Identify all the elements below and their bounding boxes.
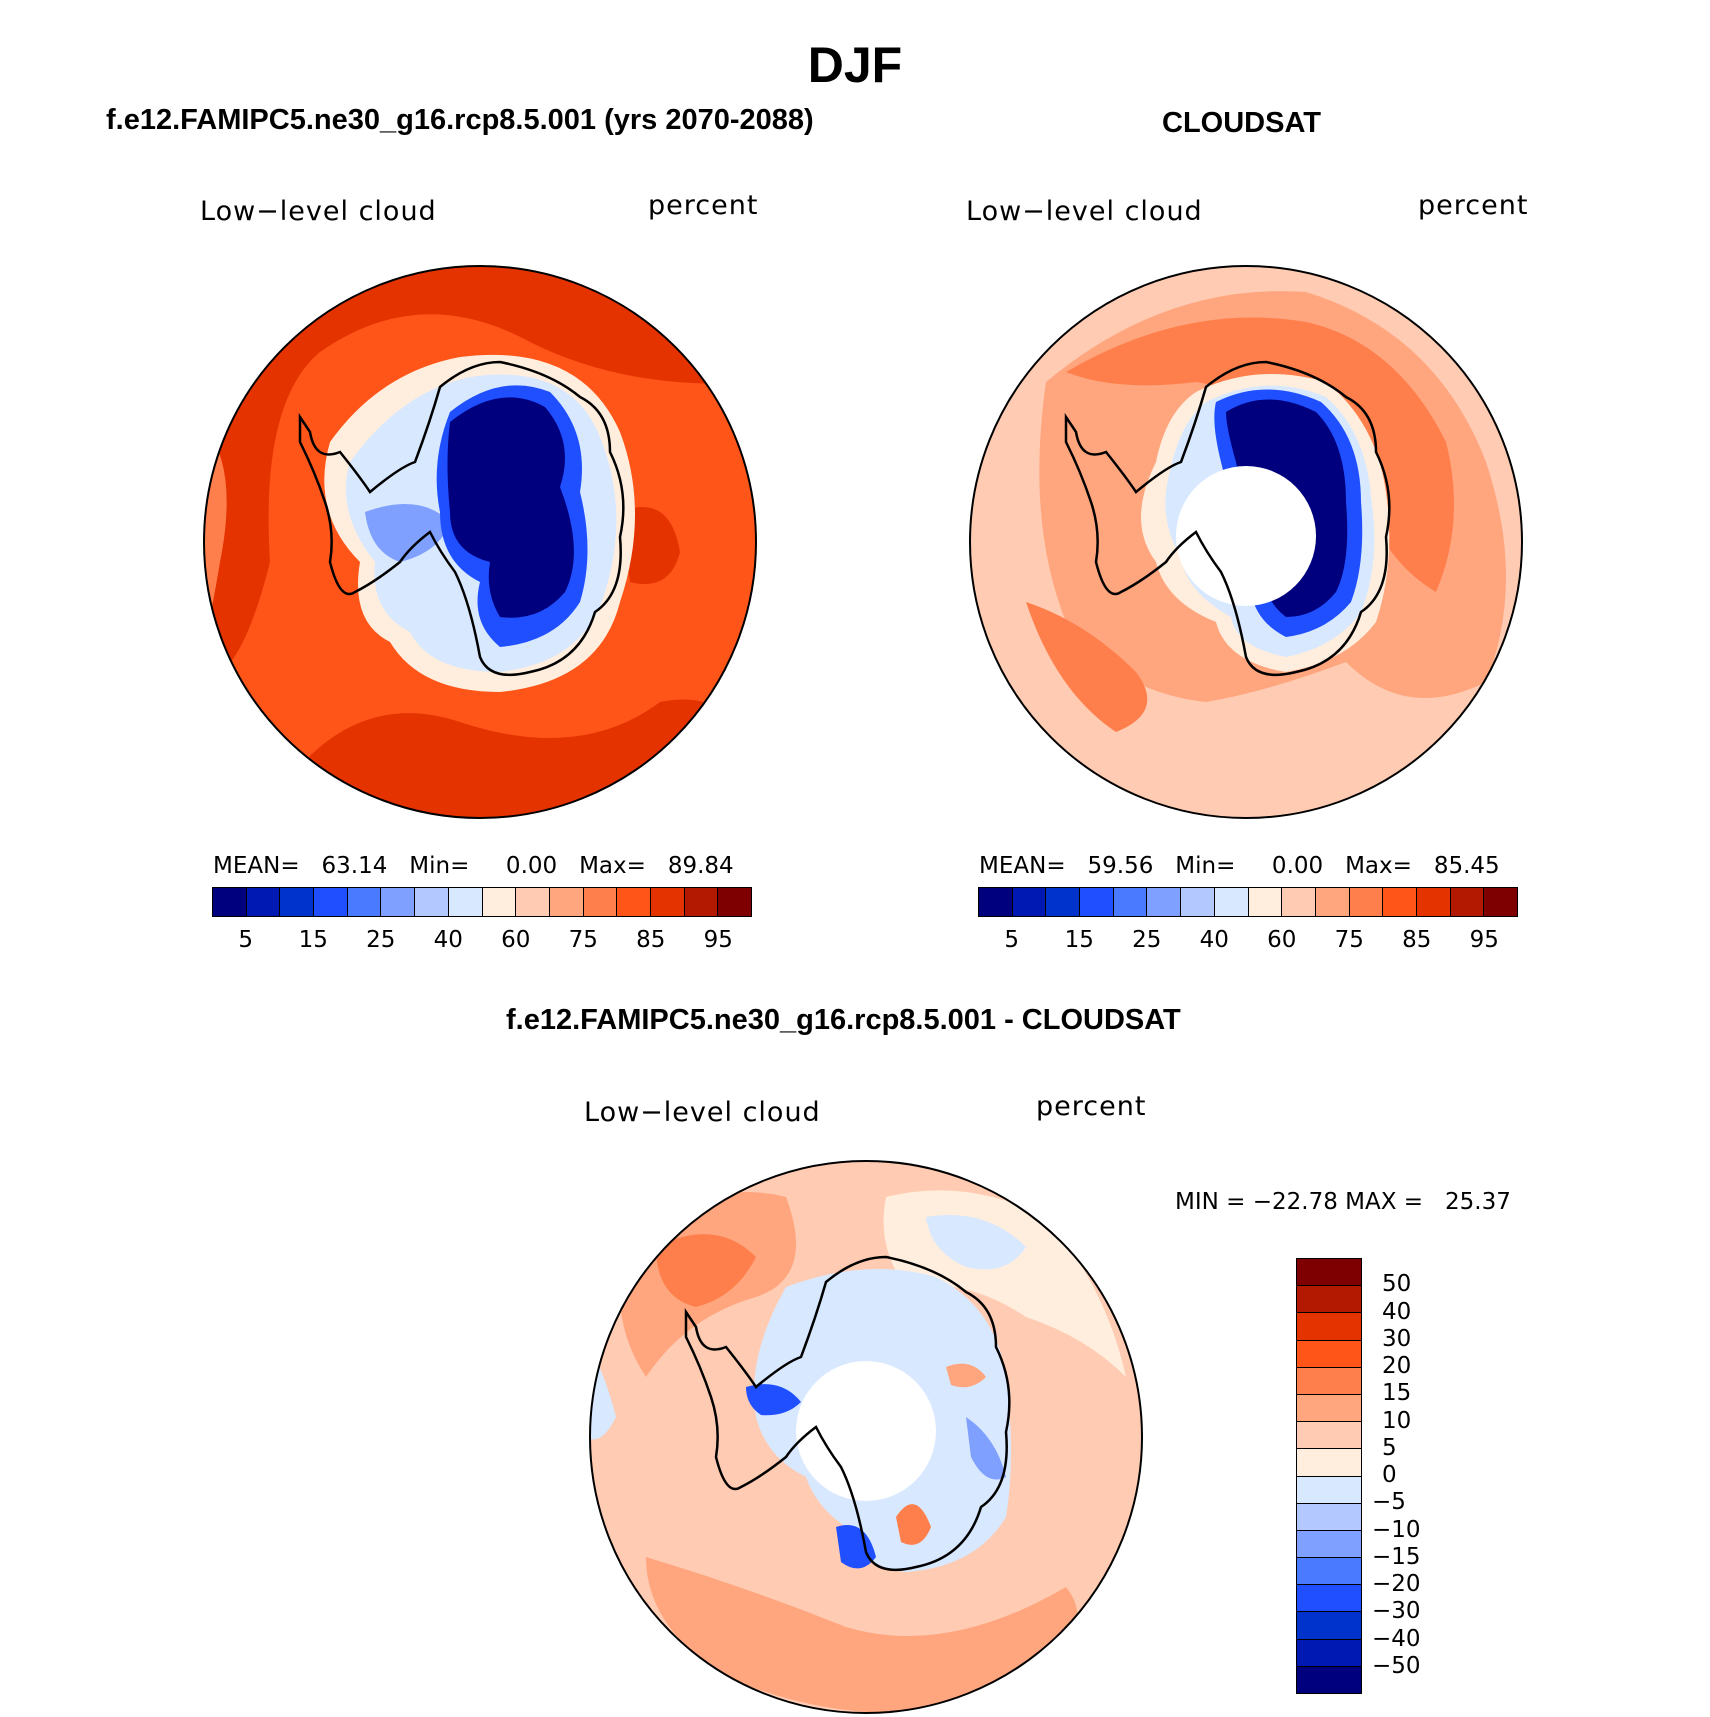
model-colorbar-swatch — [314, 888, 348, 916]
model-colorbar-tick-label: 25 — [366, 927, 396, 953]
model-colorbar-tick-label: 75 — [568, 927, 598, 953]
diff-colorbar — [1296, 1258, 1362, 1694]
model-colorbar-swatch — [347, 888, 382, 916]
model-colorbar-tick-label: 95 — [703, 927, 733, 953]
diff-colorbar-swatch — [1297, 1476, 1361, 1504]
obs-colorbar-swatch — [1282, 888, 1316, 916]
model-units-label: percent — [648, 190, 759, 221]
obs-colorbar-swatch — [979, 888, 1013, 916]
diff-colorbar-tick-label: −10 — [1372, 1516, 1421, 1543]
obs-colorbar-swatch — [1484, 888, 1517, 916]
model-colorbar-tick-label: 85 — [636, 927, 666, 953]
diff-colorbar-swatch — [1297, 1503, 1361, 1531]
diff-colorbar-tick-label: −5 — [1372, 1489, 1406, 1516]
diff-colorbar-tick-label: −20 — [1372, 1571, 1421, 1597]
model-variable-label: Low−level cloud — [200, 196, 437, 227]
diff-colorbar-tick-label: 0 — [1382, 1462, 1397, 1488]
diff-panel-header: f.e12.FAMIPC5.ne30_g16.rcp8.5.001 - CLOU… — [506, 1004, 1181, 1036]
diff-colorbar-swatch — [1297, 1666, 1361, 1693]
diff-colorbar-swatch — [1297, 1558, 1361, 1586]
model-colorbar-tick-label: 60 — [501, 927, 531, 953]
model-panel-header: f.e12.FAMIPC5.ne30_g16.rcp8.5.001 (yrs 2… — [106, 104, 814, 136]
obs-colorbar-tick-label: 25 — [1132, 927, 1162, 953]
diff-units-label: percent — [1036, 1091, 1147, 1122]
model-colorbar-swatch — [617, 888, 651, 916]
model-colorbar-swatch — [718, 888, 751, 916]
obs-colorbar-swatch — [1315, 888, 1350, 916]
diff-colorbar-tick-label: 15 — [1382, 1380, 1412, 1407]
obs-colorbar-swatch — [1383, 888, 1417, 916]
diff-colorbar-tick-label: −50 — [1372, 1652, 1421, 1679]
model-stats: MEAN= 63.14 Min= 0.00 Max= 89.84 — [213, 853, 734, 879]
diff-variable-label: Low−level cloud — [584, 1097, 821, 1128]
diff-colorbar-swatch — [1297, 1530, 1361, 1559]
model-colorbar-swatch — [448, 888, 483, 916]
obs-units-label: percent — [1418, 190, 1529, 221]
diff-colorbar-swatch — [1297, 1367, 1361, 1395]
obs-colorbar-swatch — [1181, 888, 1215, 916]
obs-colorbar — [978, 887, 1518, 917]
obs-colorbar-swatch — [1416, 888, 1451, 916]
diff-colorbar-tick-label: 40 — [1382, 1298, 1412, 1325]
obs-panel-header: CLOUDSAT — [1162, 107, 1321, 139]
diff-colorbar-tick-label: −30 — [1372, 1598, 1421, 1625]
diff-colorbar-swatch — [1297, 1639, 1361, 1667]
diff-colorbar-tick-label: −15 — [1372, 1543, 1421, 1570]
diff-colorbar-swatch — [1297, 1394, 1361, 1423]
model-colorbar-swatch — [549, 888, 584, 916]
model-colorbar-tick-label: 40 — [433, 927, 463, 953]
diff-colorbar-swatch — [1297, 1422, 1361, 1450]
obs-colorbar-tick-label: 5 — [1004, 927, 1020, 953]
diff-minmax: MIN = −22.78 MAX = 25.37 — [1175, 1189, 1511, 1215]
diff-colorbar-swatch — [1297, 1286, 1361, 1314]
diff-colorbar-swatch — [1297, 1449, 1361, 1477]
model-colorbar-tick-label: 5 — [238, 927, 254, 953]
diff-colorbar-tick-label: 20 — [1382, 1353, 1412, 1379]
diff-colorbar-swatch — [1297, 1585, 1361, 1613]
model-colorbar-swatch — [381, 888, 416, 916]
diff-colorbar-swatch — [1297, 1313, 1361, 1341]
obs-colorbar-tick-label: 75 — [1334, 927, 1364, 953]
model-colorbar-swatch — [516, 888, 550, 916]
model-colorbar-swatch — [583, 888, 618, 916]
model-colorbar-swatch — [280, 888, 315, 916]
obs-colorbar-swatch — [1450, 888, 1485, 916]
obs-polar-map — [969, 265, 1523, 819]
obs-colorbar-tick-label: 60 — [1267, 927, 1297, 953]
model-colorbar-tick-label: 15 — [298, 927, 328, 953]
model-colorbar-swatch — [482, 888, 517, 916]
model-colorbar-swatch — [246, 888, 281, 916]
diff-colorbar-tick-label: 5 — [1382, 1434, 1397, 1461]
model-polar-map — [203, 265, 757, 819]
obs-colorbar-swatch — [1248, 888, 1283, 916]
obs-colorbar-swatch — [1012, 888, 1047, 916]
obs-colorbar-swatch — [1113, 888, 1148, 916]
diff-colorbar-tick-label: 50 — [1382, 1271, 1412, 1298]
diff-colorbar-swatch — [1297, 1612, 1361, 1640]
obs-variable-label: Low−level cloud — [966, 196, 1203, 227]
obs-colorbar-tick-label: 40 — [1199, 927, 1229, 953]
obs-colorbar-tick-label: 15 — [1064, 927, 1094, 953]
obs-colorbar-tick-label: 85 — [1402, 927, 1432, 953]
diff-colorbar-tick-label: −40 — [1372, 1625, 1421, 1652]
model-colorbar-swatch — [650, 888, 685, 916]
diff-colorbar-tick-label: 10 — [1382, 1407, 1412, 1434]
model-colorbar-swatch — [684, 888, 719, 916]
diff-colorbar-ticks: 50 40 30 20 15 10 5 0 −5 −10 −15 −20 −30 −40 −50 — [1372, 1258, 1472, 1694]
obs-colorbar-swatch — [1080, 888, 1114, 916]
diff-colorbar-swatch — [1297, 1340, 1361, 1368]
obs-stats: MEAN= 59.56 Min= 0.00 Max= 85.45 — [979, 853, 1500, 879]
model-colorbar — [212, 887, 752, 917]
obs-colorbar-swatch — [1147, 888, 1182, 916]
diff-colorbar-swatch — [1297, 1259, 1361, 1287]
page-title: DJF — [807, 37, 903, 93]
obs-colorbar-swatch — [1349, 888, 1384, 916]
obs-colorbar-swatch — [1214, 888, 1249, 916]
model-colorbar-swatch — [415, 888, 449, 916]
obs-colorbar-swatch — [1046, 888, 1081, 916]
diff-polar-map — [589, 1160, 1143, 1714]
model-colorbar-swatch — [213, 888, 247, 916]
diff-colorbar-tick-label: 30 — [1382, 1325, 1412, 1352]
obs-colorbar-tick-label: 95 — [1469, 927, 1499, 953]
